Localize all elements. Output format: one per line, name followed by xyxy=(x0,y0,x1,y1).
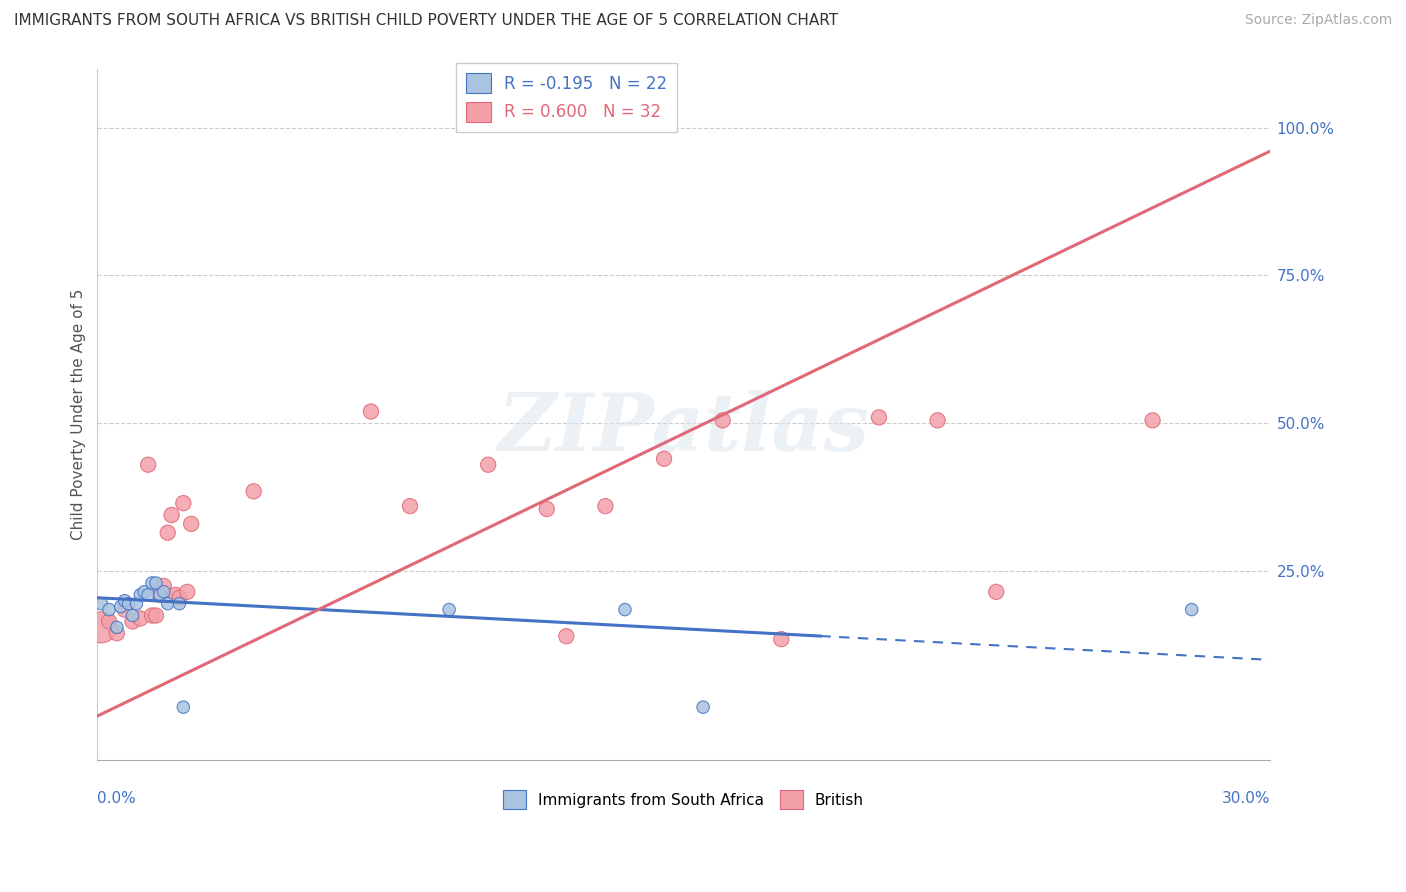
Point xyxy=(169,591,191,605)
Point xyxy=(105,620,128,634)
Point xyxy=(437,602,460,616)
Point xyxy=(160,508,183,522)
Point xyxy=(98,615,121,629)
Point xyxy=(613,602,636,616)
Point xyxy=(117,597,139,611)
Y-axis label: Child Poverty Under the Age of 5: Child Poverty Under the Age of 5 xyxy=(72,289,86,541)
Point xyxy=(555,629,578,643)
Point xyxy=(156,597,179,611)
Text: 0.0%: 0.0% xyxy=(97,791,136,806)
Point xyxy=(1142,413,1164,427)
Point xyxy=(90,620,112,634)
Point xyxy=(986,585,1008,599)
Point xyxy=(125,597,148,611)
Point xyxy=(711,413,734,427)
Point xyxy=(114,602,136,616)
Text: IMMIGRANTS FROM SOUTH AFRICA VS BRITISH CHILD POVERTY UNDER THE AGE OF 5 CORRELA: IMMIGRANTS FROM SOUTH AFRICA VS BRITISH … xyxy=(14,13,838,29)
Point xyxy=(149,588,172,602)
Point xyxy=(134,585,156,599)
Point xyxy=(152,585,174,599)
Point xyxy=(145,608,167,623)
Point xyxy=(136,588,159,602)
Point xyxy=(180,516,202,531)
Text: ZIPatlas: ZIPatlas xyxy=(498,390,870,467)
Point xyxy=(105,626,128,640)
Point xyxy=(868,410,890,425)
Point xyxy=(176,585,198,599)
Point xyxy=(90,597,112,611)
Point xyxy=(165,588,187,602)
Point xyxy=(98,602,121,616)
Point xyxy=(141,608,163,623)
Point xyxy=(121,615,143,629)
Point xyxy=(141,576,163,591)
Point xyxy=(172,700,194,714)
Point xyxy=(121,608,143,623)
Point xyxy=(172,496,194,510)
Point xyxy=(114,593,136,607)
Point xyxy=(169,597,191,611)
Point xyxy=(652,451,675,466)
Point xyxy=(110,599,132,614)
Point xyxy=(536,502,558,516)
Point xyxy=(477,458,499,472)
Point xyxy=(129,588,152,602)
Point xyxy=(770,632,793,647)
Point xyxy=(145,576,167,591)
Point xyxy=(242,484,264,499)
Point xyxy=(692,700,714,714)
Text: 30.0%: 30.0% xyxy=(1222,791,1270,806)
Point xyxy=(156,525,179,540)
Point xyxy=(136,458,159,472)
Legend: Immigrants from South Africa, British: Immigrants from South Africa, British xyxy=(498,784,870,815)
Point xyxy=(595,499,617,513)
Text: Source: ZipAtlas.com: Source: ZipAtlas.com xyxy=(1244,13,1392,28)
Point xyxy=(360,404,382,418)
Point xyxy=(1181,602,1204,616)
Point xyxy=(152,579,174,593)
Point xyxy=(927,413,949,427)
Point xyxy=(129,611,152,625)
Point xyxy=(149,588,172,602)
Point xyxy=(399,499,422,513)
